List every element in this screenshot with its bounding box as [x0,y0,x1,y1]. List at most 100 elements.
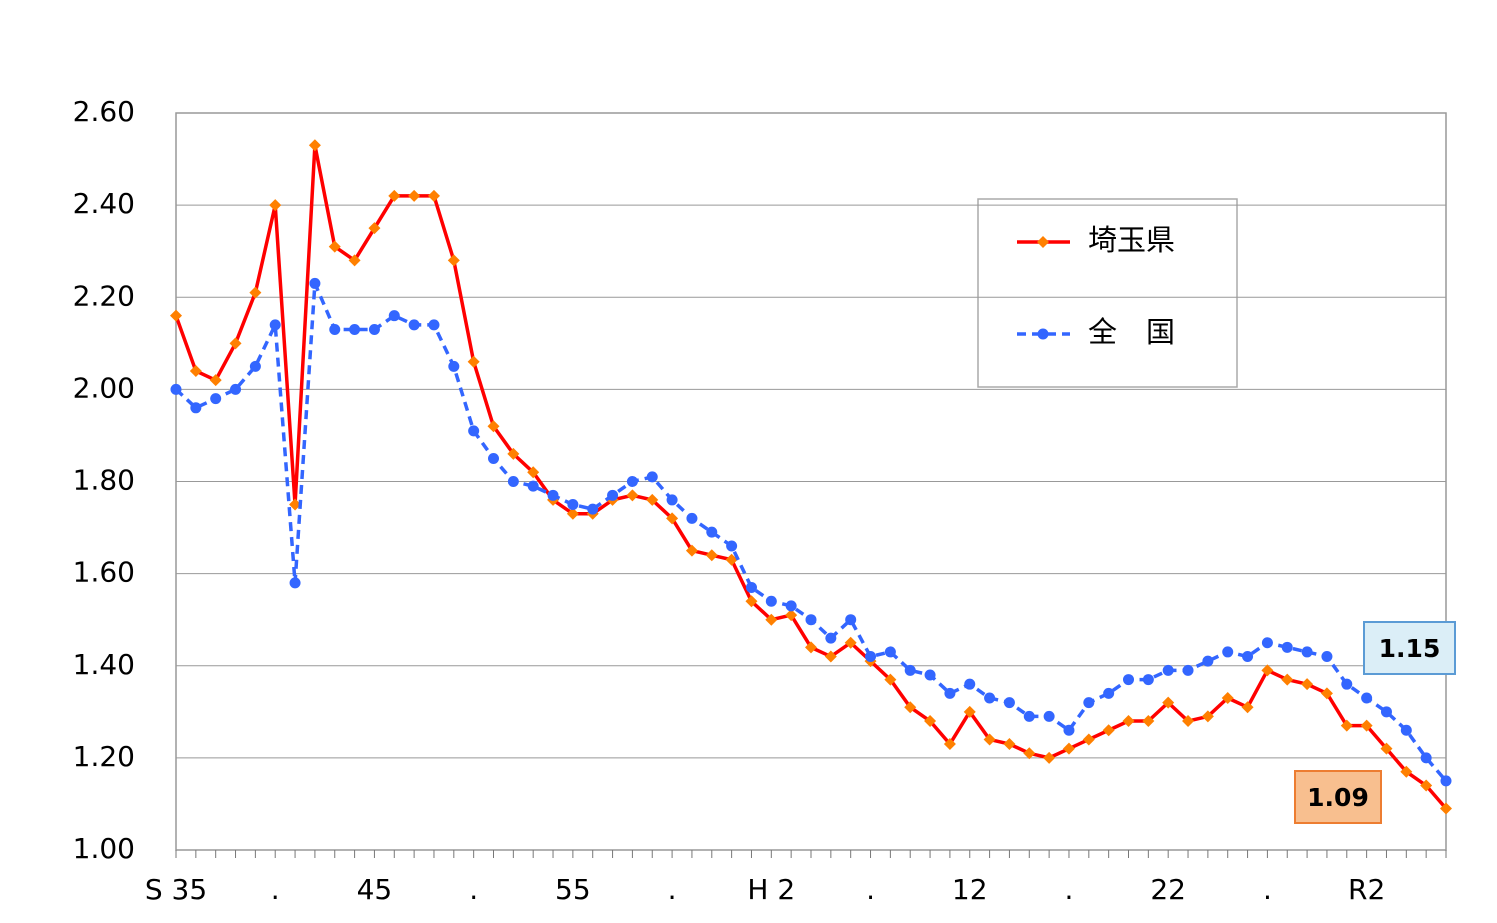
y-tick-label: 1.60 [73,556,135,589]
x-tick-label: R2 [1348,873,1385,906]
point [1400,765,1413,778]
point [170,383,182,395]
point [189,364,202,377]
point [1043,710,1055,722]
point [984,692,996,704]
data-label: 1.15 [1379,634,1441,663]
point [944,687,956,699]
point [1261,664,1274,677]
point [943,738,956,751]
point [309,277,321,289]
point [1281,673,1294,686]
point [1043,751,1056,764]
point [1037,236,1049,248]
point [1440,802,1452,815]
point [170,309,182,322]
point [824,650,837,663]
point [765,613,778,626]
point [487,420,500,433]
point [210,393,222,405]
x-tick-label: H 2 [747,873,795,906]
point [1023,710,1035,722]
point [845,614,857,626]
y-tick-label: 2.00 [73,371,135,404]
point [745,595,758,608]
point [904,701,917,714]
y-tick-label: 1.00 [73,832,135,865]
point [626,489,639,502]
point [1082,733,1095,746]
point [329,323,341,335]
y-tick-label: 2.20 [73,279,135,312]
point [349,323,361,335]
point [904,664,916,676]
point [269,199,282,212]
y-tick-label: 1.40 [73,648,135,681]
point [1301,678,1314,691]
point [884,673,897,686]
point [865,651,877,663]
point [1261,637,1273,649]
point [1083,697,1095,709]
point [765,595,777,607]
point [686,512,698,524]
point [467,355,480,368]
point [468,425,480,437]
point [527,466,540,479]
point [1420,779,1433,792]
point [448,360,460,372]
point [230,383,242,395]
point [825,632,837,644]
point [1320,687,1333,700]
x-tick-label: . [1065,873,1074,906]
series-line [174,144,1448,810]
point [368,222,381,235]
point [725,553,738,566]
y-tick-label: 1.20 [73,740,135,773]
x-tick-label: 12 [952,873,988,906]
y-tick-label: 2.40 [73,187,135,220]
series-line [174,282,1448,783]
point [646,493,659,506]
x-tick-label: 45 [357,873,393,906]
point [1321,651,1333,663]
point [388,310,400,322]
point [507,447,520,460]
point [1123,674,1134,686]
point [646,471,658,483]
point [805,641,817,654]
point [626,476,638,487]
point [1103,687,1115,699]
x-tick-label: 22 [1150,873,1186,906]
point [1142,715,1155,728]
y-tick-label: 1.80 [73,464,135,497]
point [249,360,261,372]
point [428,319,440,331]
point [1202,655,1214,667]
x-tick-label: . [668,873,677,906]
point [785,600,797,612]
x-tick-label: . [1263,873,1272,906]
point [566,507,579,520]
point [269,319,281,331]
data-label: 1.09 [1307,783,1369,812]
point [1281,641,1293,653]
point [1162,664,1174,676]
point [1340,719,1353,732]
point [1062,742,1075,755]
point [607,489,619,501]
legend-label: 全 国 [1088,315,1175,349]
point [447,254,460,267]
point [328,240,341,253]
point [1142,674,1154,686]
legend-box [977,198,1238,388]
point [983,733,996,746]
legend-label: 埼玉県 [1088,223,1175,257]
point [348,254,361,267]
point [1242,651,1254,663]
point [1122,715,1135,728]
point [1221,691,1234,704]
point [229,337,242,350]
value-callout [1363,621,1456,675]
